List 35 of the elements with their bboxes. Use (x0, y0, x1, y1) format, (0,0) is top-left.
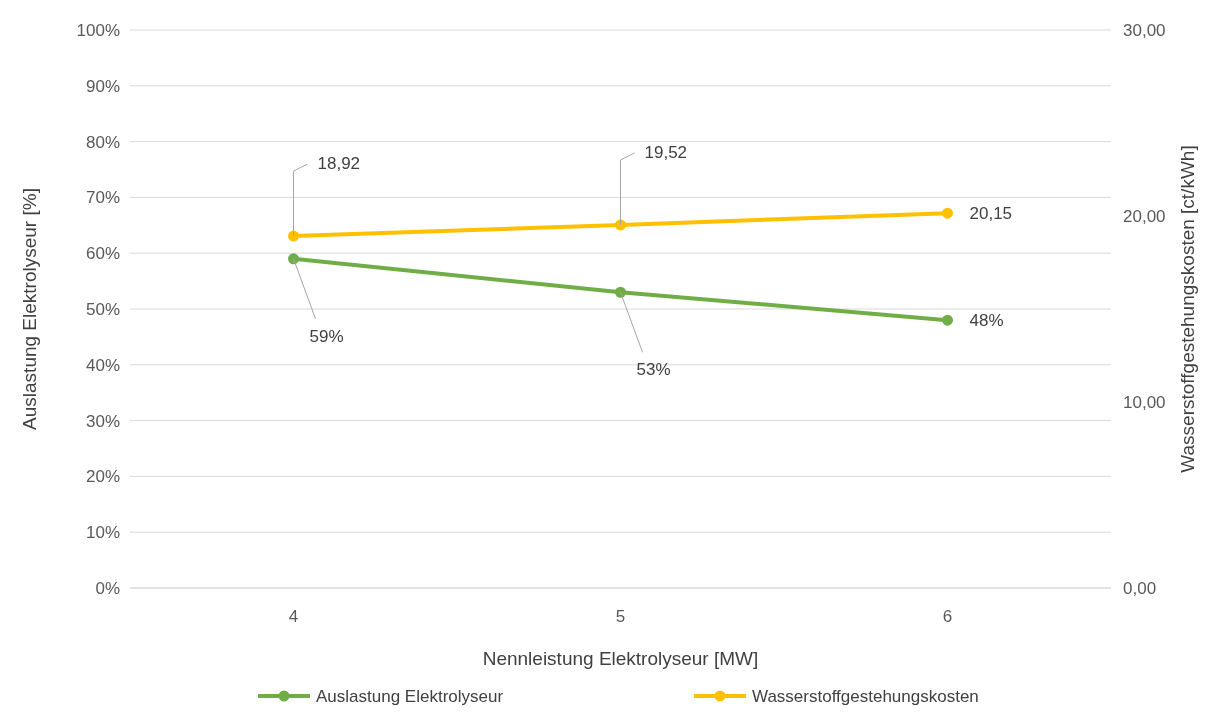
point (615, 219, 626, 231)
x-tick-label: 4 (288, 607, 299, 626)
point (288, 230, 299, 242)
data-label: 20,15 (969, 204, 1013, 224)
point (942, 314, 953, 326)
point (942, 207, 953, 219)
data-label: 18,92 (317, 154, 361, 174)
y-tick-label: 30% (85, 411, 120, 431)
legend-label: Wasserstoffgestehungskosten (752, 687, 979, 706)
x-tick-label: 5 (615, 607, 626, 626)
y2-tick-label: 30,00 (1123, 21, 1166, 40)
y-tick-label: 70% (85, 188, 120, 208)
y-tick-label: 60% (85, 244, 120, 264)
data-label: 59% (309, 326, 344, 346)
x-axis-title: Nennleistung Elektrolyseur [MW] (482, 648, 759, 669)
x-tick-label: 6 (942, 607, 953, 626)
y-tick-label: 20% (85, 467, 120, 487)
data-label: 53% (636, 360, 671, 380)
data-label: 19,52 (644, 142, 688, 162)
y-tick-label: 80% (85, 132, 120, 152)
y-axis-title: Auslastung Elektrolyseur [%] (19, 188, 40, 430)
y-tick-label: 40% (85, 355, 120, 375)
y-tick-label: 0% (95, 579, 120, 598)
legend-label: Auslastung Elektrolyseur (316, 687, 504, 706)
point (288, 253, 299, 265)
y-tick-label: 90% (85, 76, 120, 96)
point (615, 286, 626, 298)
y2-axis-title: Wasserstoffgestehungskosten [ct/kWh] (1177, 145, 1198, 473)
y2-tick-label: 10,00 (1123, 393, 1166, 412)
y-tick-label: 50% (85, 300, 120, 319)
y2-tick-label: 20,00 (1123, 207, 1166, 226)
y-tick-label: 10% (85, 523, 120, 543)
data-label: 48% (969, 311, 1004, 331)
y2-tick-label: 0,00 (1123, 579, 1157, 598)
y-tick-label: 100% (76, 21, 120, 40)
